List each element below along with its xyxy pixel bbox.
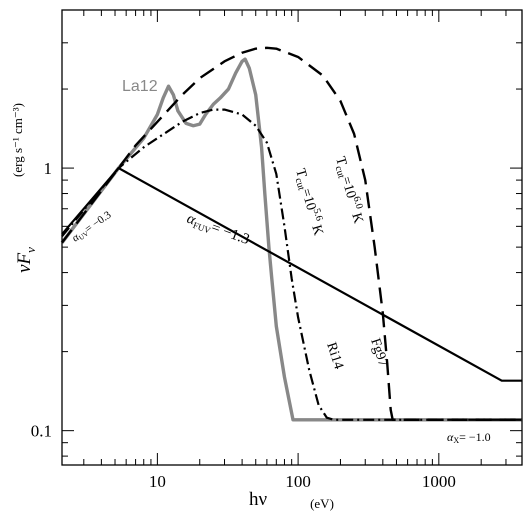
annotation-ri14: Ri14	[323, 341, 346, 372]
series-line-0	[60, 57, 522, 422]
annotation-tcut-5-6: Tcut=105.6 K	[290, 166, 328, 238]
x-tick-label: 10	[149, 472, 166, 491]
annotation-alpha-fuv: αFUV= −1.3	[184, 211, 251, 249]
series-line-2	[61, 108, 522, 421]
svg-text:νFν: νFν	[14, 247, 38, 273]
x-tick-label: 1000	[422, 472, 456, 491]
annotation-alpha-uv: αUV= −0.3	[70, 209, 115, 246]
y-tick-label: 0.1	[31, 422, 52, 441]
y-tick-label: 1	[44, 159, 53, 178]
annotation-fg97: Fg97	[367, 337, 390, 369]
x-tick-label: 100	[285, 472, 311, 491]
y-axis-unit: (erg s⁻¹ cm⁻³)	[10, 103, 25, 177]
ticks-layer: 10 100 1000 0.1 1	[31, 9, 522, 491]
x-axis-label: hν	[249, 489, 268, 510]
svg-text:(erg s⁻¹ cm⁻³): (erg s⁻¹ cm⁻³)	[10, 103, 25, 177]
series-layer	[60, 46, 522, 422]
y-axis-label: νFν	[14, 247, 38, 273]
x-axis-unit: (eV)	[310, 496, 334, 511]
annotation-alpha-x: αX= −1.0	[447, 430, 491, 445]
annotation-tcut-6-0: Tcut=106.0 K	[330, 154, 368, 226]
series-line-3	[61, 166, 522, 382]
series-line-1	[61, 46, 522, 421]
annotation-la12: La12	[122, 78, 158, 95]
